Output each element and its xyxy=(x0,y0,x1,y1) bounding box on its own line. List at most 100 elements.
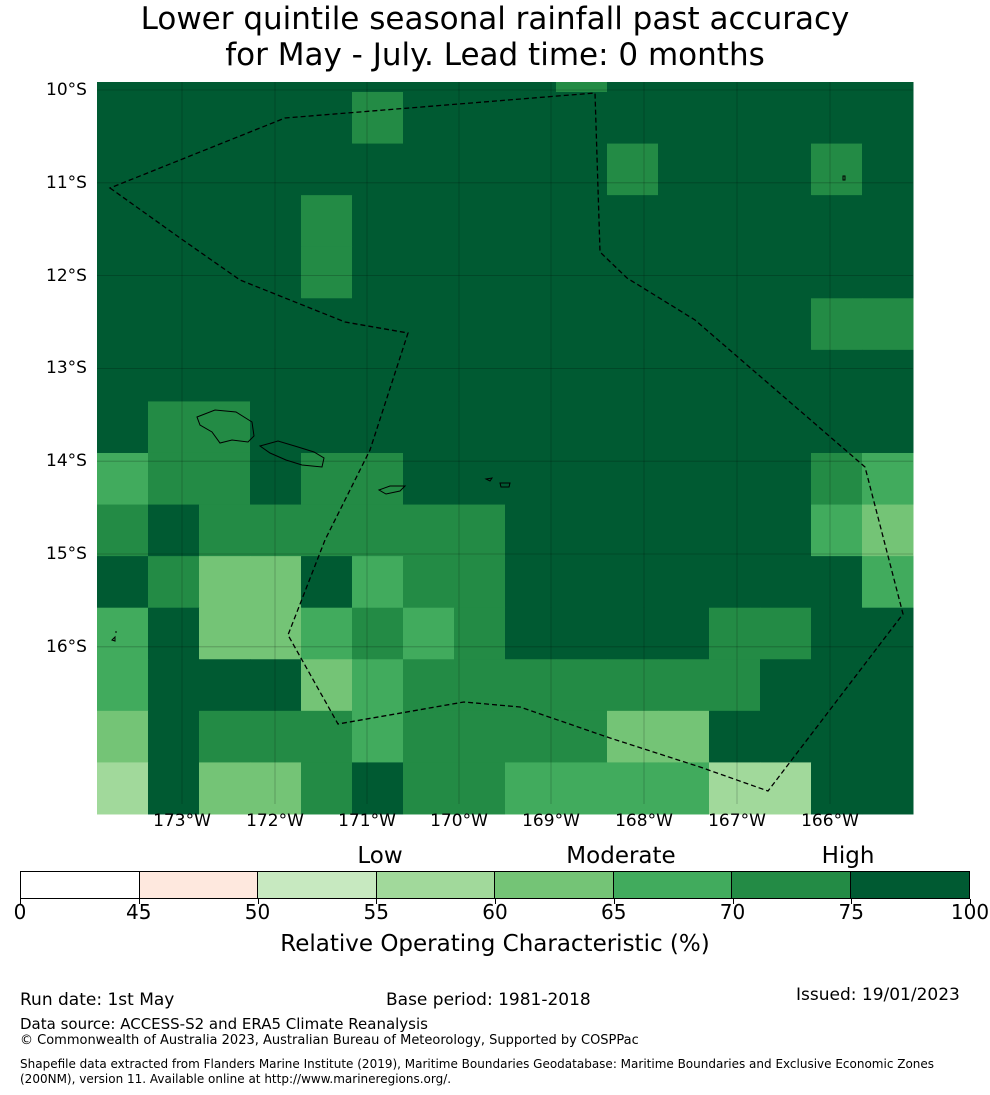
grid-cell xyxy=(760,762,812,815)
grid-cell xyxy=(658,504,710,557)
grid-cell xyxy=(658,143,710,196)
grid-cell xyxy=(862,401,914,454)
grid-cell xyxy=(556,607,608,660)
grid-cell xyxy=(862,195,914,248)
grid-cell xyxy=(250,607,302,660)
grid-cell xyxy=(148,659,200,712)
grid-cell xyxy=(505,452,557,506)
grid-cell xyxy=(250,349,302,402)
colorbar-tick-mark xyxy=(138,899,140,904)
latitude-label: 13°S xyxy=(46,358,87,379)
grid-cell xyxy=(658,401,710,454)
longitude-label: 167°W xyxy=(708,811,766,831)
grid-cell xyxy=(250,92,302,145)
grid-cell xyxy=(760,607,812,660)
grid-cell xyxy=(301,82,353,93)
grid-cell xyxy=(403,298,455,351)
grid-cell xyxy=(454,195,506,248)
grid-cell xyxy=(199,401,251,454)
grid-cell xyxy=(352,607,404,660)
grid-cell xyxy=(403,659,455,712)
grid-cell xyxy=(403,143,455,196)
grid-cell xyxy=(505,298,557,351)
grid-cell xyxy=(658,195,710,248)
longitude-label: 170°W xyxy=(430,811,488,831)
grid-cell xyxy=(709,92,761,145)
longitude-label: 169°W xyxy=(522,811,580,831)
grid-cell xyxy=(505,659,557,712)
grid-cell xyxy=(709,82,761,93)
grid-cell xyxy=(658,556,710,609)
grid-cell xyxy=(301,401,353,454)
grid-cell xyxy=(607,607,659,660)
grid-cell xyxy=(250,298,302,351)
grid-cell xyxy=(301,298,353,351)
grid-cell xyxy=(709,504,761,557)
grid-cell xyxy=(403,195,455,248)
grid-cell xyxy=(760,659,812,712)
grid-cell xyxy=(709,659,761,712)
samoa-islands xyxy=(111,175,846,642)
grid-cell xyxy=(352,710,404,763)
grid-cell xyxy=(505,92,557,145)
grid-cell xyxy=(607,349,659,402)
grid-cell xyxy=(505,143,557,196)
grid-cell xyxy=(403,762,455,815)
grid-cell xyxy=(811,195,863,248)
grid-cell xyxy=(811,504,863,557)
grid-cell xyxy=(352,246,404,299)
grid-cell xyxy=(403,452,455,506)
grid-cell xyxy=(811,349,863,402)
grid-cell xyxy=(862,556,914,609)
shapefile-credit-2: (200NM), version 11. Available online at… xyxy=(20,1072,452,1086)
colorbar-tick-mark xyxy=(376,899,378,904)
grid-cell xyxy=(454,92,506,145)
savaii-island xyxy=(196,409,255,444)
grid-cell xyxy=(709,401,761,454)
grid-cell xyxy=(709,195,761,248)
colorbar-segment xyxy=(850,872,969,898)
map-title-line-1: Lower quintile seasonal rainfall past ac… xyxy=(140,1,850,37)
copyright: © Commonwealth of Australia 2023, Austra… xyxy=(20,1033,639,1048)
grid-cell xyxy=(556,82,608,93)
longitude-label: 172°W xyxy=(246,811,304,831)
grid-cell xyxy=(97,710,149,763)
grid-cell xyxy=(760,195,812,248)
grid-cell xyxy=(658,246,710,299)
grid-cell xyxy=(199,246,251,299)
grid-cell xyxy=(250,195,302,248)
grid-cell xyxy=(454,298,506,351)
colorbar-tick-mark xyxy=(851,899,853,904)
grid-cell xyxy=(301,504,353,557)
grid-cell xyxy=(505,246,557,299)
grid-cell xyxy=(148,710,200,763)
grid-cell xyxy=(250,762,302,815)
grid-cell xyxy=(301,710,353,763)
grid-cell xyxy=(709,556,761,609)
grid-cell xyxy=(607,298,659,351)
grid-cell xyxy=(760,349,812,402)
grid-cell xyxy=(556,143,608,196)
grid-cell xyxy=(199,298,251,351)
grid-cell xyxy=(556,298,608,351)
latitude-label: 10°S xyxy=(46,80,87,100)
category-high: High xyxy=(821,843,875,869)
grid-cell xyxy=(97,143,149,196)
latitude-label: 16°S xyxy=(46,636,87,657)
grid-cell xyxy=(250,246,302,299)
grid-cell xyxy=(505,762,557,815)
category-low: Low xyxy=(357,843,403,869)
map-title-line-2: for May - July. Lead time: 0 months xyxy=(225,37,765,73)
grid-cell xyxy=(199,659,251,712)
grid-cell xyxy=(148,401,200,454)
colorbar-tick-label: 0 xyxy=(13,900,27,924)
grid-cell xyxy=(352,504,404,557)
latitude-label: 12°S xyxy=(46,265,87,286)
colorbar-segment xyxy=(139,872,258,898)
grid-cell xyxy=(403,710,455,763)
grid-cell xyxy=(250,556,302,609)
grid-cell xyxy=(862,92,914,145)
grid-cell xyxy=(250,143,302,196)
data-source: Data source: ACCESS-S2 and ERA5 Climate … xyxy=(20,1015,428,1033)
grid-cell xyxy=(556,92,608,145)
